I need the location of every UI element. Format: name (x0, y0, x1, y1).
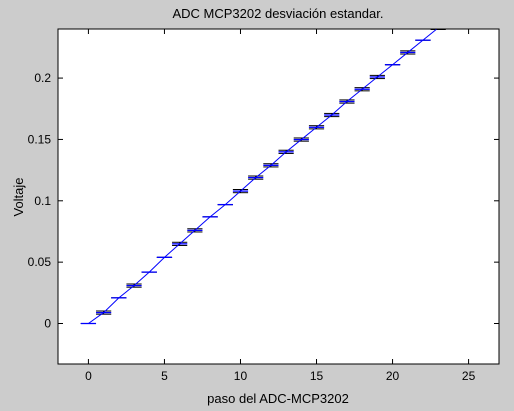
x-tick-label: 25 (462, 369, 476, 383)
y-tick-label: 0.1 (34, 194, 51, 208)
y-tick-label: 0.2 (34, 71, 51, 85)
y-tick-label: 0.05 (28, 255, 52, 269)
axes-background (58, 29, 499, 364)
x-axis-label: paso del ADC-MCP3202 (207, 391, 349, 406)
series-line (88, 29, 438, 324)
axis-ticks: 0 5 10 15 20 25 0 0.05 0.1 0.15 0.2 (28, 29, 499, 383)
x-tick-label: 10 (234, 369, 248, 383)
plot-area (80, 29, 446, 325)
x-tick-label: 20 (386, 369, 400, 383)
x-tick-label: 5 (161, 369, 168, 383)
y-tick-label: 0 (44, 317, 51, 331)
x-tick-label: 15 (310, 369, 324, 383)
chart-title: ADC MCP3202 desviación estandar. (172, 6, 383, 21)
y-axis-label: Voltaje (11, 177, 26, 216)
x-tick-label: 0 (85, 369, 92, 383)
axes-box (57, 28, 500, 365)
y-tick-label: 0.15 (28, 132, 52, 146)
